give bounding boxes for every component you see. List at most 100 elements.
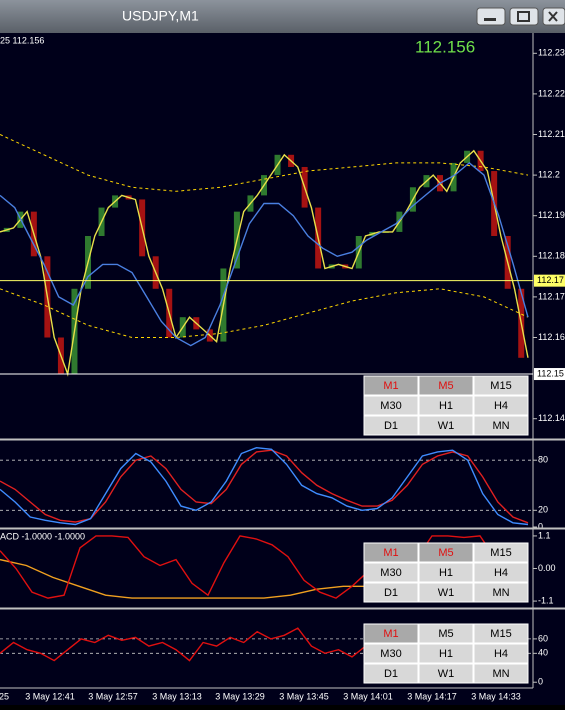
button-face bbox=[418, 542, 474, 563]
y-tick-label: -1.1 bbox=[538, 595, 554, 605]
button-label: H4 bbox=[494, 648, 508, 660]
timeframe-button[interactable]: M15 bbox=[473, 623, 529, 644]
chart-background bbox=[0, 33, 565, 705]
timeframe-button[interactable]: M5 bbox=[418, 375, 474, 396]
button-face bbox=[473, 582, 529, 603]
button-label: M30 bbox=[380, 400, 401, 412]
button-face bbox=[473, 643, 529, 664]
y-tick-label: 1.1 bbox=[538, 530, 551, 540]
y-tick-label: 0 bbox=[538, 521, 543, 531]
y-tick-label: 112.22 bbox=[538, 88, 565, 98]
button-face bbox=[363, 582, 419, 603]
timeframe-button[interactable]: M1 bbox=[363, 542, 419, 563]
x-tick-label: 3 May 12:57 bbox=[88, 691, 138, 701]
button-label: D1 bbox=[384, 420, 398, 432]
y-tick-label: 112.2 bbox=[538, 169, 560, 179]
button-label: M1 bbox=[383, 628, 398, 640]
button-face bbox=[418, 415, 474, 436]
timeframe-button[interactable]: W1 bbox=[418, 415, 474, 436]
timeframe-button[interactable]: M15 bbox=[473, 542, 529, 563]
timeframe-button[interactable]: M30 bbox=[363, 643, 419, 664]
button-label: M30 bbox=[380, 648, 401, 660]
y-tick-label: 112.17 bbox=[538, 291, 565, 301]
button-label: H1 bbox=[439, 400, 453, 412]
button-face bbox=[473, 415, 529, 436]
button-label: H4 bbox=[494, 400, 508, 412]
button-face bbox=[418, 663, 474, 684]
timeframe-button[interactable]: M5 bbox=[418, 542, 474, 563]
y-tick-label: 112.19 bbox=[538, 210, 565, 220]
button-label: MN bbox=[492, 668, 509, 680]
timeframe-button[interactable]: M5 bbox=[418, 623, 474, 644]
button-face bbox=[418, 562, 474, 583]
timeframe-button[interactable]: H1 bbox=[418, 562, 474, 583]
button-label: D1 bbox=[384, 587, 398, 599]
timeframe-button[interactable]: H1 bbox=[418, 643, 474, 664]
button-face bbox=[473, 542, 529, 563]
price-marker bbox=[534, 274, 565, 287]
timeframe-button[interactable]: H1 bbox=[418, 395, 474, 416]
button-label: M1 bbox=[383, 380, 398, 392]
button-label: H1 bbox=[439, 567, 453, 579]
x-tick-label: 25 bbox=[0, 691, 9, 701]
timeframe-button[interactable]: H4 bbox=[473, 395, 529, 416]
indicator-label: ACD -1.0000 -1.0000 bbox=[0, 531, 85, 541]
button-label: M1 bbox=[383, 547, 398, 559]
y-tick-label: 80 bbox=[538, 455, 548, 465]
button-face bbox=[418, 643, 474, 664]
timeframe-button[interactable]: W1 bbox=[418, 582, 474, 603]
indicator-line bbox=[0, 161, 529, 347]
y-tick-label: 112.18 bbox=[538, 251, 565, 261]
minimize-icon bbox=[484, 18, 496, 21]
timeframe-button[interactable]: MN bbox=[473, 415, 529, 436]
button-face bbox=[418, 375, 474, 396]
button-label: M5 bbox=[438, 628, 453, 640]
y-tick-label: 0 bbox=[538, 677, 543, 687]
timeframe-button[interactable]: M30 bbox=[363, 562, 419, 583]
timeframe-button[interactable]: W1 bbox=[418, 663, 474, 684]
button-face bbox=[418, 582, 474, 603]
x-tick-label: 3 May 13:29 bbox=[215, 691, 265, 701]
indicator-line bbox=[0, 446, 529, 526]
timeframe-button[interactable]: D1 bbox=[363, 582, 419, 603]
timeframe-button[interactable]: H4 bbox=[473, 562, 529, 583]
button-face bbox=[363, 542, 419, 563]
timeframe-button[interactable]: H4 bbox=[473, 643, 529, 664]
y-tick-label: 112.21 bbox=[538, 129, 565, 139]
x-tick-label: 3 May 14:01 bbox=[343, 691, 393, 701]
x-tick-label: 3 May 13:45 bbox=[279, 691, 329, 701]
timeframe-button[interactable]: M30 bbox=[363, 395, 419, 416]
y-tick-label: 112.23 bbox=[538, 48, 565, 58]
window-title: USDJPY,M1 bbox=[122, 8, 199, 24]
timeframe-button[interactable]: MN bbox=[473, 663, 529, 684]
maximize-icon bbox=[517, 11, 530, 22]
x-tick-label: 3 May 14:17 bbox=[407, 691, 457, 701]
button-label: W1 bbox=[438, 420, 455, 432]
timeframe-button[interactable]: M15 bbox=[473, 375, 529, 396]
button-face bbox=[473, 562, 529, 583]
timeframe-button[interactable]: M1 bbox=[363, 375, 419, 396]
button-face bbox=[363, 562, 419, 583]
button-label: M5 bbox=[438, 380, 453, 392]
price-marker-label: 112.15 bbox=[537, 368, 564, 378]
timeframe-button[interactable]: D1 bbox=[363, 415, 419, 436]
button-face bbox=[363, 623, 419, 644]
minimize-button[interactable] bbox=[476, 7, 506, 26]
button-label: H4 bbox=[494, 567, 508, 579]
maximize-button[interactable] bbox=[509, 7, 539, 26]
x-tick-label: 3 May 12:41 bbox=[25, 691, 75, 701]
window-buttons[interactable] bbox=[476, 7, 565, 26]
timeframe-button[interactable]: MN bbox=[473, 582, 529, 603]
button-face bbox=[363, 643, 419, 664]
timeframe-button[interactable]: D1 bbox=[363, 663, 419, 684]
price-marker bbox=[534, 368, 565, 381]
y-tick-label: 0.00 bbox=[538, 563, 556, 573]
button-face bbox=[363, 415, 419, 436]
button-label: H1 bbox=[439, 648, 453, 660]
button-label: W1 bbox=[438, 668, 455, 680]
y-tick-label: 112.16 bbox=[538, 332, 565, 342]
timeframe-button[interactable]: M1 bbox=[363, 623, 419, 644]
x-tick-label: 3 May 13:13 bbox=[152, 691, 202, 701]
y-tick-label: 20 bbox=[538, 505, 548, 515]
close-icon bbox=[548, 11, 558, 22]
